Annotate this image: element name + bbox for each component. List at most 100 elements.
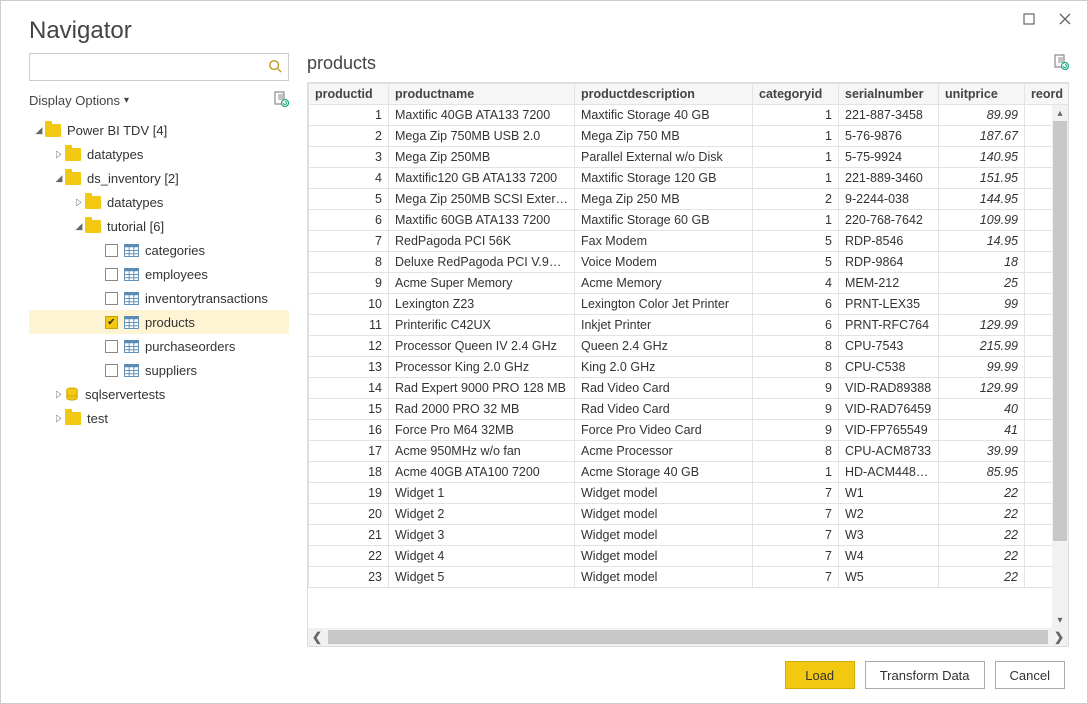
- column-header-reorderlevel[interactable]: reord: [1025, 84, 1069, 105]
- table-row[interactable]: 21Widget 3Widget model7W322: [309, 525, 1069, 546]
- table-icon: [124, 268, 145, 281]
- table-row[interactable]: 19Widget 1Widget model7W122: [309, 483, 1069, 504]
- table-row[interactable]: 11Printerific C42UXInkjet Printer6PRNT-R…: [309, 315, 1069, 336]
- load-button[interactable]: Load: [785, 661, 855, 689]
- checkbox[interactable]: [105, 340, 118, 353]
- table-row[interactable]: 15Rad 2000 PRO 32 MBRad Video Card9VID-R…: [309, 399, 1069, 420]
- table-row[interactable]: 3Mega Zip 250MBParallel External w/o Dis…: [309, 147, 1069, 168]
- preview-table[interactable]: productidproductnameproductdescriptionca…: [308, 83, 1068, 588]
- scroll-right-icon[interactable]: ❯: [1050, 630, 1068, 644]
- folder-icon: [65, 412, 81, 425]
- search-box[interactable]: [29, 53, 289, 81]
- table-row[interactable]: 16Force Pro M64 32MBForce Pro Video Card…: [309, 420, 1069, 441]
- twisty-icon[interactable]: ▷: [53, 389, 65, 400]
- table-row[interactable]: 7RedPagoda PCI 56KFax Modem5RDP-854614.9…: [309, 231, 1069, 252]
- table-row[interactable]: 6Maxtific 60GB ATA133 7200Maxtific Stora…: [309, 210, 1069, 231]
- preview-refresh-icon[interactable]: [1053, 54, 1069, 73]
- table-row[interactable]: 4Maxtific120 GB ATA133 7200Maxtific Stor…: [309, 168, 1069, 189]
- table-row[interactable]: 20Widget 2Widget model7W222: [309, 504, 1069, 525]
- scroll-left-icon[interactable]: ❮: [308, 630, 326, 644]
- folder-icon: [45, 124, 61, 137]
- checkbox[interactable]: [105, 292, 118, 305]
- tree-item-purchaseorders[interactable]: purchaseorders: [29, 334, 289, 358]
- tree-item-datatypes2[interactable]: ▷datatypes: [29, 190, 289, 214]
- table-row[interactable]: 2Mega Zip 750MB USB 2.0Mega Zip 750 MB15…: [309, 126, 1069, 147]
- cell-categoryid: 9: [753, 399, 839, 420]
- tree-item-root[interactable]: ◢ Power BI TDV [4]: [29, 118, 289, 142]
- twisty-icon[interactable]: ◢: [33, 125, 45, 136]
- table-icon: [124, 364, 145, 377]
- column-header-serialnumber[interactable]: serialnumber: [839, 84, 939, 105]
- search-input[interactable]: [36, 59, 268, 76]
- cell-serialnumber: 221-889-3460: [839, 168, 939, 189]
- checkbox[interactable]: [105, 244, 118, 257]
- tree-item-categories[interactable]: categories: [29, 238, 289, 262]
- tree-item-sqlservertests[interactable]: ▷sqlservertests: [29, 382, 289, 406]
- table-row[interactable]: 13Processor King 2.0 GHzKing 2.0 GHz8CPU…: [309, 357, 1069, 378]
- table-row[interactable]: 9Acme Super MemoryAcme Memory4MEM-21225: [309, 273, 1069, 294]
- cell-unitprice: 215.99: [939, 336, 1025, 357]
- cell-unitprice: 22: [939, 483, 1025, 504]
- table-row[interactable]: 14Rad Expert 9000 PRO 128 MBRad Video Ca…: [309, 378, 1069, 399]
- tree-item-suppliers[interactable]: suppliers: [29, 358, 289, 382]
- cell-serialnumber: VID-RAD89388: [839, 378, 939, 399]
- column-header-categoryid[interactable]: categoryid: [753, 84, 839, 105]
- tree-item-dsinv[interactable]: ◢ds_inventory [2]: [29, 166, 289, 190]
- table-row[interactable]: 23Widget 5Widget model7W522: [309, 567, 1069, 588]
- column-header-productid[interactable]: productid: [309, 84, 389, 105]
- twisty-icon[interactable]: ▷: [53, 413, 65, 424]
- checkbox[interactable]: [105, 364, 118, 377]
- footer: Load Transform Data Cancel: [1, 647, 1087, 703]
- tree-item-test[interactable]: ▷test: [29, 406, 289, 430]
- column-header-unitprice[interactable]: unitprice: [939, 84, 1025, 105]
- tree-item-tutorial[interactable]: ◢tutorial [6]: [29, 214, 289, 238]
- tree-item-label: Power BI TDV [4]: [67, 123, 167, 138]
- cell-unitprice: 140.95: [939, 147, 1025, 168]
- vertical-scrollbar[interactable]: ▴ ▾: [1052, 105, 1068, 628]
- twisty-icon[interactable]: ▷: [53, 149, 65, 160]
- tree-item-label: inventorytransactions: [145, 291, 268, 306]
- display-options-dropdown[interactable]: Display Options ▾: [29, 93, 129, 108]
- table-row[interactable]: 10Lexington Z23Lexington Color Jet Print…: [309, 294, 1069, 315]
- cell-serialnumber: MEM-212: [839, 273, 939, 294]
- table-row[interactable]: 17Acme 950MHz w/o fanAcme Processor8CPU-…: [309, 441, 1069, 462]
- column-header-productname[interactable]: productname: [389, 84, 575, 105]
- column-header-productdescription[interactable]: productdescription: [575, 84, 753, 105]
- scroll-up-icon[interactable]: ▴: [1057, 105, 1062, 121]
- cell-productname: Maxtific120 GB ATA133 7200: [389, 168, 575, 189]
- tree-item-inventorytransactions[interactable]: inventorytransactions: [29, 286, 289, 310]
- tree[interactable]: ◢ Power BI TDV [4] ▷datatypes◢ds_inventory…: [29, 118, 289, 647]
- table-row[interactable]: 1Maxtific 40GB ATA133 7200Maxtific Stora…: [309, 105, 1069, 126]
- table-row[interactable]: 12Processor Queen IV 2.4 GHzQueen 2.4 GH…: [309, 336, 1069, 357]
- cell-serialnumber: PRNT-RFC764: [839, 315, 939, 336]
- table-row[interactable]: 18Acme 40GB ATA100 7200Acme Storage 40 G…: [309, 462, 1069, 483]
- cell-productname: Acme Super Memory: [389, 273, 575, 294]
- horizontal-scrollbar[interactable]: ❮ ❯: [308, 628, 1068, 646]
- cell-categoryid: 6: [753, 315, 839, 336]
- twisty-icon[interactable]: ◢: [53, 173, 65, 184]
- tree-item-products[interactable]: ✔products: [29, 310, 289, 334]
- cell-serialnumber: 5-76-9876: [839, 126, 939, 147]
- table-row[interactable]: 8Deluxe RedPagoda PCI V.90 56KVoice Mode…: [309, 252, 1069, 273]
- table-row[interactable]: 5Mega Zip 250MB SCSI ExternalMega Zip 25…: [309, 189, 1069, 210]
- twisty-icon[interactable]: ◢: [73, 221, 85, 232]
- checkbox[interactable]: [105, 268, 118, 281]
- cell-productdescription: Widget model: [575, 567, 753, 588]
- twisty-icon[interactable]: ▷: [73, 197, 85, 208]
- cell-productname: Processor King 2.0 GHz: [389, 357, 575, 378]
- cell-unitprice: 18: [939, 252, 1025, 273]
- cell-categoryid: 2: [753, 189, 839, 210]
- cancel-button[interactable]: Cancel: [995, 661, 1065, 689]
- table-row[interactable]: 22Widget 4Widget model7W422: [309, 546, 1069, 567]
- cell-productid: 10: [309, 294, 389, 315]
- tree-item-datatypes1[interactable]: ▷datatypes: [29, 142, 289, 166]
- tree-item-employees[interactable]: employees: [29, 262, 289, 286]
- cell-categoryid: 1: [753, 210, 839, 231]
- cell-unitprice: 25: [939, 273, 1025, 294]
- cell-productname: Mega Zip 250MB SCSI External: [389, 189, 575, 210]
- scroll-down-icon[interactable]: ▾: [1057, 612, 1062, 628]
- transform-data-button[interactable]: Transform Data: [865, 661, 985, 689]
- refresh-icon[interactable]: [273, 91, 289, 110]
- checkbox[interactable]: ✔: [105, 316, 118, 329]
- preview-panel: products productidproductnameproductdesc…: [307, 53, 1069, 647]
